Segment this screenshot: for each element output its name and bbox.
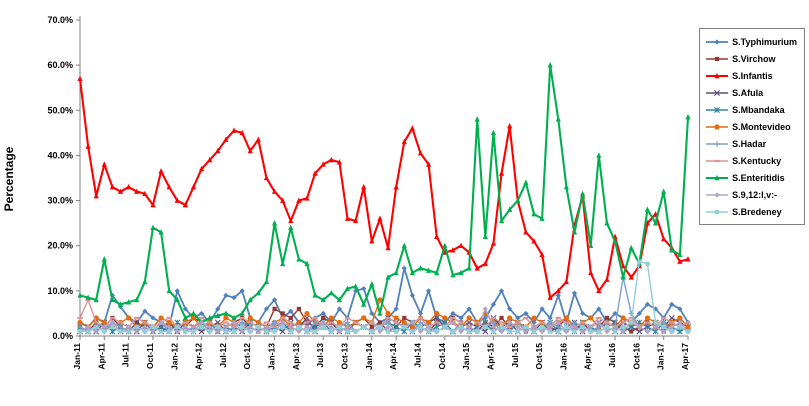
series-s-infantis (77, 75, 691, 300)
x-tick-label: Jul-11 (121, 343, 131, 367)
legend-marker-icon (706, 174, 729, 180)
x-tick-label: Apr-11 (96, 343, 106, 370)
x-tick-label: Apr-15 (485, 343, 495, 370)
x-tick-label: Apr-14 (388, 343, 398, 370)
legend-label: S.Virchow (732, 53, 776, 64)
x-tick-label: Jan-12 (169, 343, 179, 370)
legend-item: S.Montevideo (705, 119, 797, 134)
x-tick-label: Jul-14 (412, 343, 422, 368)
legend-label: S.Infantis (732, 70, 773, 81)
legend: S.Typhimurium S.Virchow S.Infantis S.Afula S… (699, 28, 805, 225)
legend-item: S.Bredeney (705, 204, 797, 219)
x-tick-label: Oct-12 (242, 343, 252, 370)
legend-marker-icon (706, 72, 729, 78)
x-tick-label: Jan-13 (267, 343, 277, 370)
x-tick-label: Jul-13 (315, 343, 325, 368)
x-tick-label: Oct-14 (437, 343, 447, 370)
legend-marker-icon (706, 89, 729, 96)
x-tick-label: Apr-12 (194, 343, 204, 370)
legend-marker-icon (706, 209, 729, 214)
legend-marker-icon (706, 38, 729, 45)
legend-item: S.Infantis (705, 68, 797, 83)
legend-label: S.Mbandaka (732, 104, 785, 115)
x-tick-label: Jul-12 (218, 343, 228, 368)
legend-label: S.Bredeney (732, 206, 782, 217)
x-tick-label: Oct-13 (340, 343, 350, 370)
legend-item: S.Hadar (705, 136, 797, 151)
legend-marker-icon (706, 106, 729, 113)
y-tick-label: 30.0% (47, 196, 73, 206)
legend-item: S.Virchow (705, 51, 797, 66)
x-tick-label: Jan-14 (364, 343, 374, 370)
series-s-enteritidis (77, 62, 691, 325)
legend-label: S.Afula (732, 87, 764, 98)
y-tick-label: 20.0% (47, 241, 73, 251)
legend-label: S.Typhimurium (732, 36, 797, 47)
x-tick-label: Jan-16 (558, 343, 568, 370)
y-tick-label: 0.0% (52, 331, 73, 341)
legend-item: S.Kentucky (705, 153, 797, 168)
y-tick-label: 70.0% (47, 15, 73, 25)
legend-marker-icon (706, 140, 729, 147)
legend-item: S.Typhimurium (705, 34, 797, 49)
y-tick-label: 40.0% (47, 150, 73, 160)
x-tick-label: Apr-16 (583, 343, 593, 370)
series-s-bredeney (77, 259, 691, 334)
legend-label: S.Kentucky (732, 155, 782, 166)
x-tick-label: Apr-13 (291, 343, 301, 370)
legend-marker-icon (706, 191, 729, 198)
legend-label: S.Hadar (732, 138, 767, 149)
x-tick-label: Jan-17 (656, 343, 666, 370)
x-tick-label: Jul-16 (607, 343, 617, 368)
y-tick-label: 10.0% (47, 286, 73, 296)
legend-label: S.Montevideo (732, 121, 791, 132)
x-tick-label: Oct-15 (534, 343, 544, 370)
y-tick-label: 50.0% (47, 105, 73, 115)
x-tick-label: Apr-17 (680, 343, 690, 370)
x-tick-label: Oct-11 (145, 343, 155, 369)
legend-item: S.Enteritidis (705, 170, 797, 185)
legend-item: S.Mbandaka (705, 102, 797, 117)
legend-marker-icon (706, 56, 729, 61)
series-s-kentucky (77, 298, 691, 329)
legend-item: S.Afula (705, 85, 797, 100)
x-tick-label: Jan-11 (72, 343, 82, 370)
x-tick-label: Jan-15 (461, 343, 471, 370)
legend-label: S.9,12:l,v:- (732, 189, 778, 200)
y-tick-label: 60.0% (47, 60, 73, 70)
x-tick-label: Oct-16 (631, 343, 641, 370)
legend-marker-icon (706, 159, 729, 162)
x-tick-label: Jul-15 (510, 343, 520, 368)
legend-item: S.9,12:l,v:- (705, 187, 797, 202)
legend-label: S.Enteritidis (732, 172, 785, 183)
legend-marker-icon (706, 123, 729, 130)
